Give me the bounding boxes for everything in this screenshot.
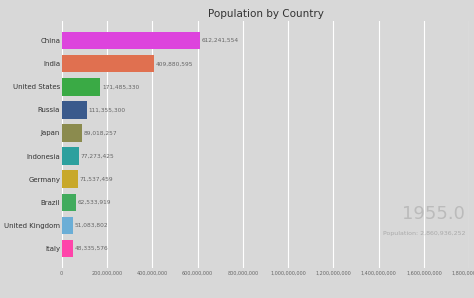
Bar	[62, 148, 79, 165]
Text: 71,537,459: 71,537,459	[80, 177, 113, 181]
Text: 51,083,802: 51,083,802	[75, 223, 109, 228]
Bar	[62, 193, 76, 211]
Text: 62,533,919: 62,533,919	[77, 200, 111, 205]
Text: 48,335,576: 48,335,576	[74, 246, 108, 251]
Bar	[62, 217, 73, 234]
Bar	[62, 78, 100, 96]
Text: 409,880,595: 409,880,595	[156, 61, 193, 66]
Bar	[62, 32, 201, 49]
Text: Population: 2,860,936,252: Population: 2,860,936,252	[383, 231, 465, 236]
Bar	[62, 101, 87, 119]
Title: Population by Country: Population by Country	[208, 9, 323, 19]
Bar	[62, 170, 78, 188]
Text: 612,241,554: 612,241,554	[202, 38, 239, 43]
Text: 111,355,300: 111,355,300	[89, 108, 126, 112]
Text: 77,273,425: 77,273,425	[81, 153, 115, 159]
Text: 1955.0: 1955.0	[402, 205, 465, 223]
Bar	[62, 124, 82, 142]
Text: 171,485,330: 171,485,330	[102, 84, 139, 89]
Bar	[62, 240, 73, 257]
Bar	[62, 55, 155, 72]
Text: 89,018,257: 89,018,257	[83, 131, 117, 136]
